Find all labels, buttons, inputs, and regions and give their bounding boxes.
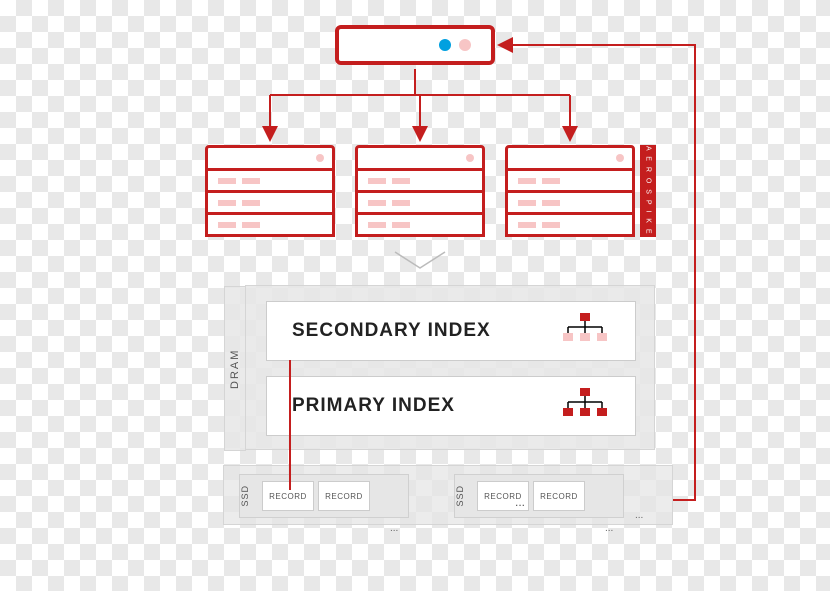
server-unit <box>355 145 485 171</box>
server-unit <box>505 193 635 215</box>
server-stack-3 <box>505 145 635 237</box>
server-stack-1 <box>205 145 335 237</box>
server-unit <box>355 171 485 193</box>
secondary-index-label: SECONDARY INDEX <box>292 320 491 342</box>
ssd-label: SSD <box>455 485 473 507</box>
router-led-blue <box>439 39 451 51</box>
ellipsis: ... <box>605 523 613 534</box>
server-unit <box>205 145 335 171</box>
ssd-group: SSD RECORD RECORD ... <box>454 474 624 518</box>
ellipsis: ... <box>390 523 398 534</box>
server-unit <box>205 215 335 237</box>
tree-icon-secondary <box>560 311 610 351</box>
server-unit <box>505 215 635 237</box>
server-unit <box>205 171 335 193</box>
server-unit <box>355 215 485 237</box>
dram-label: DRAM <box>224 286 246 451</box>
router-node <box>335 25 495 65</box>
record-box: RECORD <box>533 481 585 511</box>
record-box: RECORD <box>262 481 314 511</box>
primary-index-label: PRIMARY INDEX <box>292 395 455 417</box>
record-box: RECORD <box>318 481 370 511</box>
secondary-index-box: SECONDARY INDEX <box>266 301 636 361</box>
dram-panel: DRAM SECONDARY INDEX PRIMARY INDEX <box>245 285 655 450</box>
server-unit <box>505 171 635 193</box>
ellipsis: ... <box>635 510 643 521</box>
server-unit <box>505 145 635 171</box>
primary-index-box: PRIMARY INDEX <box>266 376 636 436</box>
server-unit <box>205 193 335 215</box>
aerospike-label: A E R O S P I K E <box>640 145 656 237</box>
ssd-group: SSD RECORD RECORD ... <box>239 474 409 518</box>
server-unit <box>355 193 485 215</box>
ssd-panel: SSD RECORD RECORD ... SSD RECORD RECORD … <box>223 465 673 525</box>
tree-icon-primary <box>560 386 610 426</box>
router-led-pink <box>459 39 471 51</box>
ellipsis: ... <box>515 495 525 509</box>
architecture-diagram: A E R O S P I K E DRAM SECONDARY INDEX <box>115 0 715 591</box>
server-stack-2 <box>355 145 485 237</box>
ssd-label: SSD <box>240 485 258 507</box>
